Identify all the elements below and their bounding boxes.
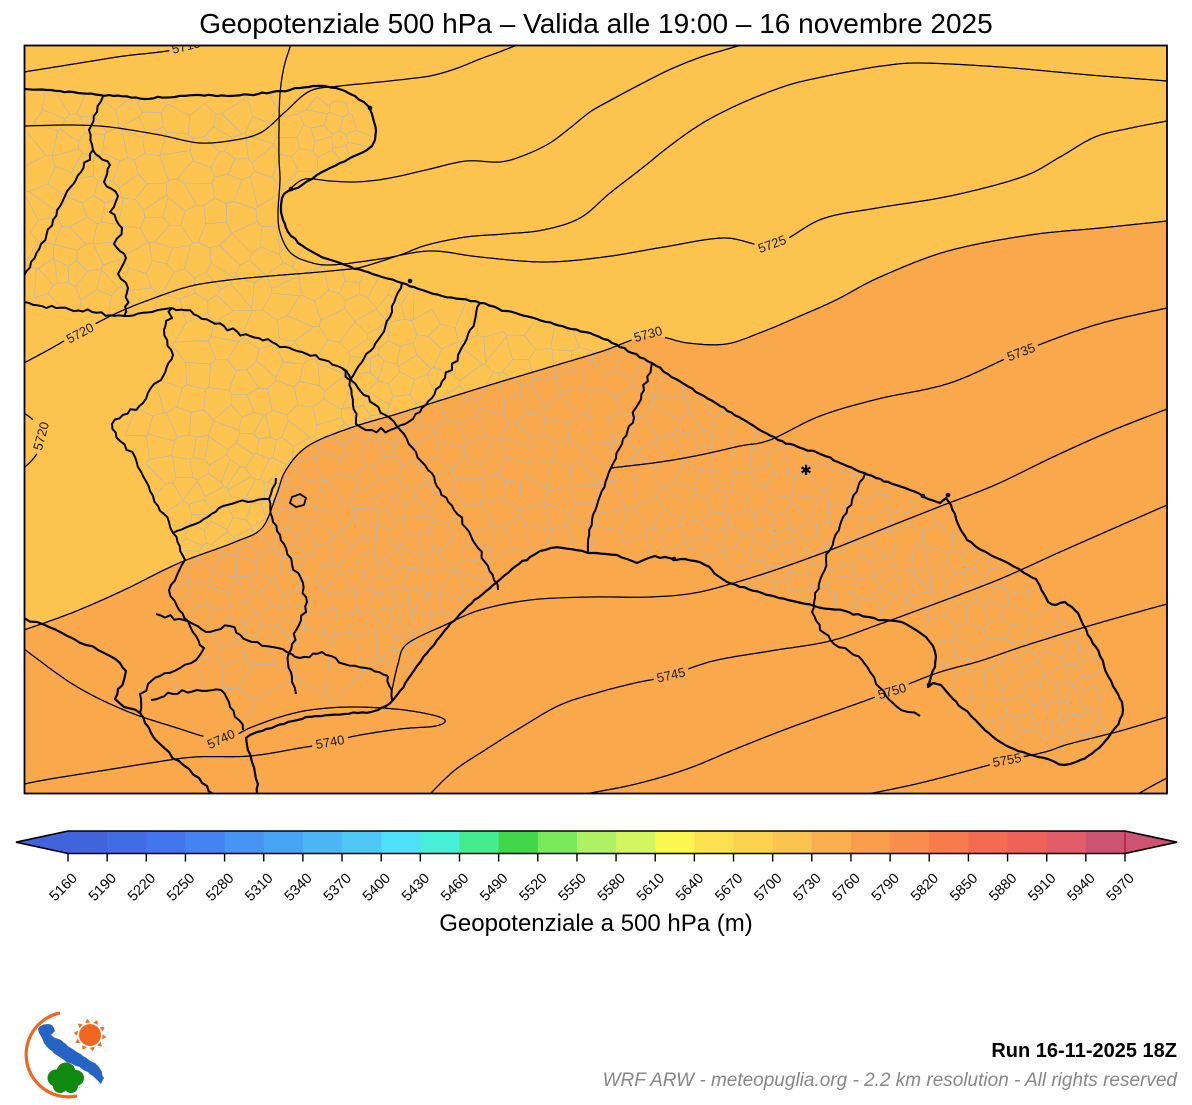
svg-text:5740: 5740 [314,732,345,752]
svg-text:5745: 5745 [655,664,687,685]
svg-text:Geopotenziale a 500 hPa (m): Geopotenziale a 500 hPa (m) [439,910,753,937]
svg-text:5730: 5730 [632,323,664,345]
svg-text:WRF ARW - meteopuglia.org - 2.: WRF ARW - meteopuglia.org - 2.2 km resol… [603,1070,1179,1091]
svg-text:5755: 5755 [991,750,1022,770]
svg-text:5715: 5715 [170,35,202,57]
svg-text:Run 16-11-2025 18Z: Run 16-11-2025 18Z [991,1040,1177,1062]
svg-text:✱: ✱ [800,462,812,478]
svg-text:5720: 5720 [30,420,52,452]
svg-text:Geopotenziale 500 hPa – Valida: Geopotenziale 500 hPa – Valida alle 19:0… [199,8,992,39]
